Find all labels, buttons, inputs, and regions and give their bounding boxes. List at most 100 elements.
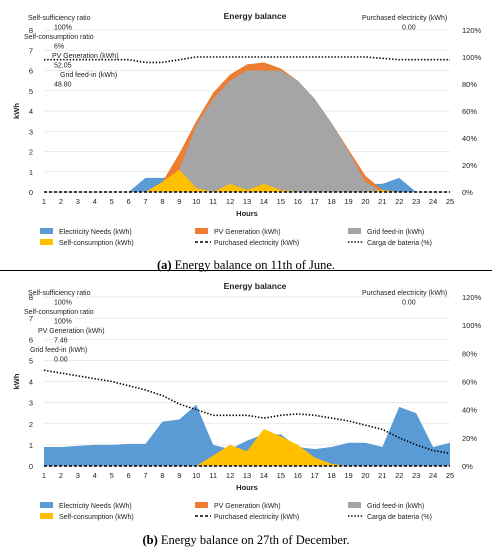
- legend-swatch: [40, 239, 53, 245]
- x-tick-label: 1: [42, 471, 46, 480]
- x-tick-label: 20: [361, 197, 369, 206]
- y-axis-label: kWh: [12, 373, 21, 389]
- y2-tick-label: 20%: [462, 161, 477, 170]
- annotation-value: 100%: [54, 25, 72, 32]
- x-tick-label: 21: [378, 197, 386, 206]
- annotation-value: 7.46: [54, 338, 68, 345]
- annotation-label: Self-sufficiency ratio: [28, 290, 91, 297]
- annotation-value: 100%: [54, 319, 72, 326]
- x-tick-label: 14: [260, 471, 268, 480]
- y2-tick-label: 40%: [462, 406, 477, 415]
- legend-label: Self-consumption (kWh): [59, 240, 134, 247]
- x-tick-label: 19: [344, 471, 352, 480]
- legend-label: Carga de bateria (%): [367, 240, 432, 247]
- purchased-label: Purchased electricity (kWh): [362, 290, 447, 297]
- y2-tick-label: 80%: [462, 80, 477, 89]
- x-tick-label: 16: [294, 197, 302, 206]
- y2-tick-label: 60%: [462, 107, 477, 116]
- legend-label: Purchased electricity (kWh): [214, 514, 299, 521]
- line-series: [43, 369, 451, 455]
- caption-a-letter: (a): [156, 258, 172, 272]
- x-axis-label: Hours: [236, 483, 258, 492]
- x-tick-label: 16: [294, 471, 302, 480]
- caption-a: (a) Energy balance on 11th of June.: [0, 258, 492, 273]
- x-tick-label: 12: [226, 471, 234, 480]
- y-tick-label: 1: [29, 441, 33, 450]
- x-tick-label: 1: [42, 197, 46, 206]
- legend-swatch: [40, 502, 53, 508]
- annotation-value: 0.00: [54, 357, 68, 364]
- x-tick-label: 20: [361, 471, 369, 480]
- x-tick-label: 23: [412, 197, 420, 206]
- y-tick-label: 8: [29, 293, 33, 302]
- annotation-label: PV Generation (kWh): [38, 328, 105, 335]
- x-tick-label: 4: [93, 197, 97, 206]
- y-tick-label: 6: [29, 335, 33, 344]
- x-tick-label: 24: [429, 197, 437, 206]
- y-tick-label: 3: [29, 399, 33, 408]
- y2-tick-label: 0%: [462, 462, 473, 471]
- x-tick-label: 18: [327, 197, 335, 206]
- x-tick-label: 3: [76, 197, 80, 206]
- x-tick-label: 11: [209, 197, 217, 206]
- y-tick-label: 6: [29, 67, 33, 76]
- y-tick-label: 0: [29, 188, 33, 197]
- purchased-label: Purchased electricity (kWh): [362, 15, 447, 22]
- legend-label: Grid feed-in (kWh): [367, 229, 424, 236]
- legend-label: Grid feed-in (kWh): [367, 503, 424, 510]
- x-tick-label: 3: [76, 471, 80, 480]
- y-tick-label: 5: [29, 87, 33, 96]
- x-tick-label: 13: [243, 197, 251, 206]
- y-tick-label: 7: [29, 46, 33, 55]
- area-series: [44, 70, 450, 192]
- x-tick-label: 8: [160, 197, 164, 206]
- annotation-value: 6%: [54, 44, 64, 51]
- x-tick-label: 2: [59, 471, 63, 480]
- legend-label: Carga de bateria (%): [367, 514, 432, 521]
- y2-tick-label: 100%: [462, 321, 482, 330]
- caption-b-text: Energy balance on 27th of December.: [157, 533, 350, 547]
- y-tick-label: 0: [29, 462, 33, 471]
- x-tick-label: 15: [277, 471, 285, 480]
- x-tick-label: 21: [378, 471, 386, 480]
- legend-swatch: [348, 228, 361, 234]
- y2-tick-label: 80%: [462, 349, 477, 358]
- x-tick-label: 7: [143, 197, 147, 206]
- legend-label: PV Generation (kWh): [214, 229, 281, 236]
- y-tick-label: 2: [29, 420, 33, 429]
- annotation-label: Self-consumption ratio: [24, 34, 94, 41]
- x-tick-label: 11: [209, 471, 217, 480]
- caption-b: (b) Energy balance on 27th of December.: [0, 533, 492, 548]
- y-tick-label: 4: [29, 378, 33, 387]
- x-tick-label: 7: [143, 471, 147, 480]
- annotation-label: Self-consumption ratio: [24, 309, 94, 316]
- x-tick-label: 4: [93, 471, 97, 480]
- chart-title: Energy balance: [224, 281, 287, 291]
- legend-swatch: [195, 502, 208, 508]
- chart-panel-a: 0 1 2 3 4 5 6 7 8 0% 20% 40% 60% 80% 100% 120% 1 2 3 4 5 6 7 8 9…: [0, 0, 492, 258]
- y2-tick-label: 40%: [462, 134, 477, 143]
- x-tick-label: 14: [260, 197, 268, 206]
- chart-panel-b: 0 1 2 3 4 5 6 7 8 0% 20% 40% 60% 80% 100% 120% 1 2 3 4 5 6 7 8 9…: [0, 270, 492, 533]
- x-tick-label: 15: [277, 197, 285, 206]
- y2-tick-label: 0%: [462, 188, 473, 197]
- y2-tick-label: 20%: [462, 434, 477, 443]
- chart-title: Energy balance: [224, 11, 287, 21]
- x-tick-label: 13: [243, 471, 251, 480]
- area-series: [44, 429, 450, 466]
- legend-label: Electricity Needs (kWh): [59, 229, 132, 236]
- annotation-label: PV Generation (kWh): [52, 53, 119, 60]
- y2-tick-label: 120%: [462, 293, 482, 302]
- legend-label: Self-consumption (kWh): [59, 514, 134, 521]
- y-tick-label: 4: [29, 107, 33, 116]
- legend-swatch: [40, 513, 53, 519]
- x-tick-label: 6: [126, 197, 130, 206]
- y-tick-label: 8: [29, 26, 33, 35]
- x-tick-label: 18: [327, 471, 335, 480]
- y-tick-label: 7: [29, 314, 33, 323]
- x-tick-label: 25: [446, 197, 454, 206]
- x-tick-label: 25: [446, 471, 454, 480]
- legend-swatch: [195, 228, 208, 234]
- x-tick-label: 12: [226, 197, 234, 206]
